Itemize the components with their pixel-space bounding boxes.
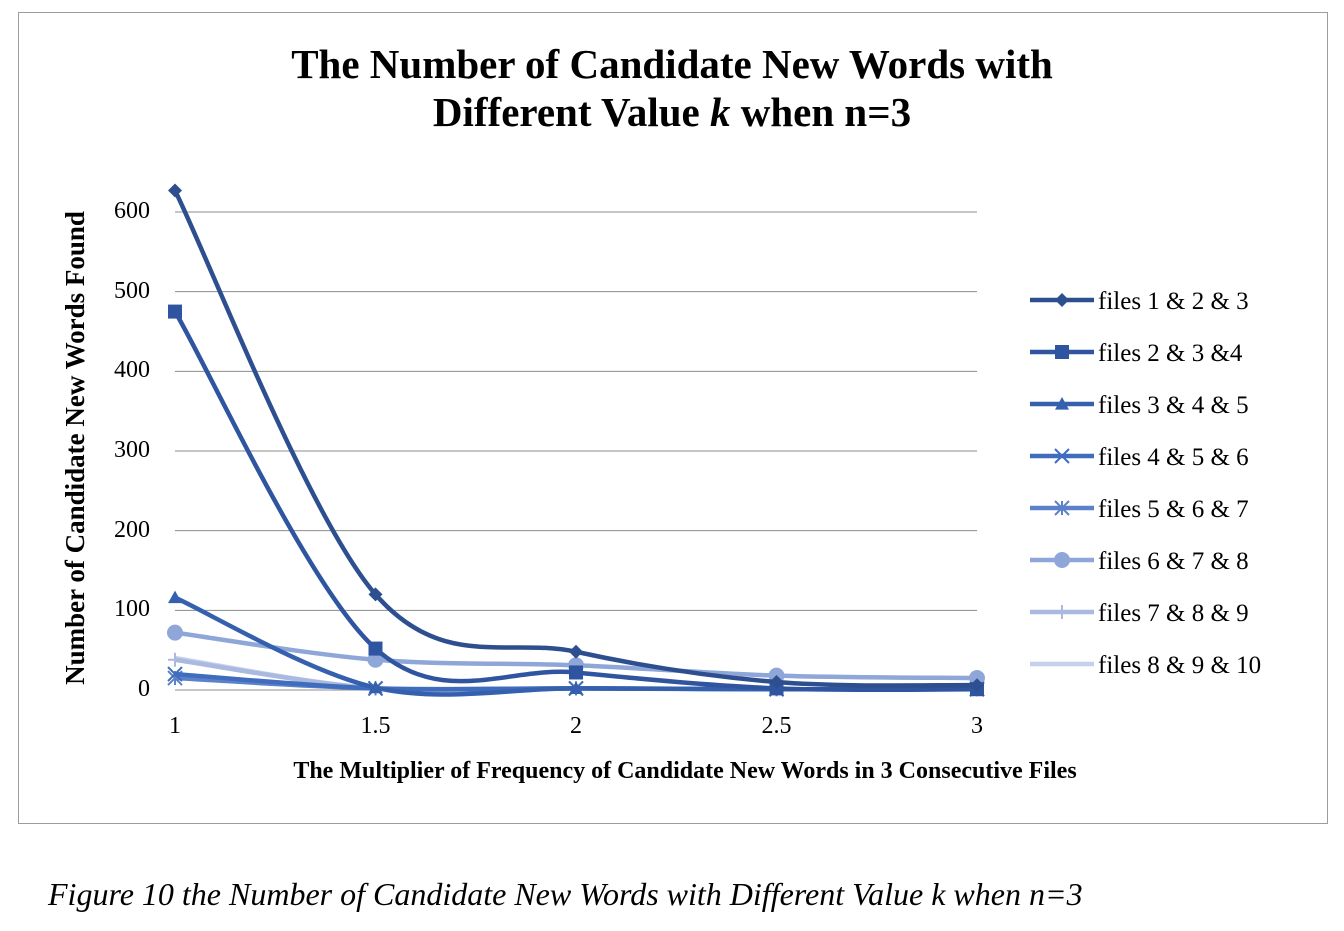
y-tick-label: 400 (114, 357, 150, 384)
legend-label: files 4 & 5 & 6 (1098, 444, 1249, 471)
legend-label: files 6 & 7 & 8 (1098, 548, 1249, 575)
chart-title-line2-post: when n=3 (730, 89, 912, 135)
y-tick-label: 0 (138, 676, 150, 702)
y-tick-label: 300 (114, 437, 150, 463)
legend-marker (1055, 345, 1069, 359)
data-point (367, 651, 384, 668)
series-line (173, 310, 978, 693)
x-tick-label: 2.5 (761, 713, 792, 739)
y-tick-label: 500 (114, 277, 150, 304)
chart-title: The Number of Candidate New Words with D… (160, 40, 1184, 136)
data-point (168, 590, 182, 604)
legend-marker (1054, 552, 1070, 568)
data-point (569, 681, 583, 695)
data-point (167, 666, 183, 682)
legend-label: files 8 & 9 & 10 (1098, 652, 1261, 679)
x-tick-label: 3 (971, 713, 983, 739)
data-point (368, 680, 383, 694)
legend-label: files 1 & 2 & 3 (1098, 288, 1249, 315)
chart-title-k: k (710, 89, 731, 135)
x-axis-label: The Multiplier of Frequency of Candidate… (293, 758, 1077, 784)
y-tick-label: 100 (114, 596, 150, 623)
legend-marker (1054, 500, 1070, 516)
legend-marker (1055, 293, 1069, 307)
x-tick-label: 2 (570, 713, 582, 739)
legend-marker (1055, 397, 1069, 410)
data-point (168, 183, 182, 198)
chart-title-line2-pre: Different Value (432, 89, 711, 135)
x-tick-label: 1.5 (360, 713, 391, 739)
legend-label: files 2 & 3 &4 (1098, 340, 1243, 367)
legend-label: files 5 & 6 & 7 (1098, 496, 1249, 523)
data-point (167, 624, 183, 641)
x-tick-label: 1 (169, 713, 181, 739)
figure-caption: Figure 10 the Number of Candidate New Wo… (48, 876, 1083, 912)
y-tick-label: 200 (114, 516, 150, 543)
data-point (569, 665, 583, 680)
data-point (168, 652, 182, 667)
legend-marker (1055, 605, 1069, 619)
legend-label: files 7 & 8 & 9 (1098, 600, 1249, 627)
data-point (969, 670, 985, 687)
data-point (368, 641, 383, 656)
data-point (769, 675, 784, 690)
legend-label: files 3 & 4 & 5 (1098, 392, 1249, 419)
chart-title-line1: The Number of Candidate New Words with (291, 41, 1053, 87)
y-tick-label: 600 (114, 198, 150, 224)
data-point (368, 587, 383, 602)
data-point (569, 644, 583, 659)
chart-title-line2: Different Value k when n=3 (160, 88, 1184, 136)
data-point (168, 304, 182, 319)
data-point (970, 678, 984, 693)
legend-marker (1054, 448, 1070, 464)
series-line (172, 189, 978, 688)
